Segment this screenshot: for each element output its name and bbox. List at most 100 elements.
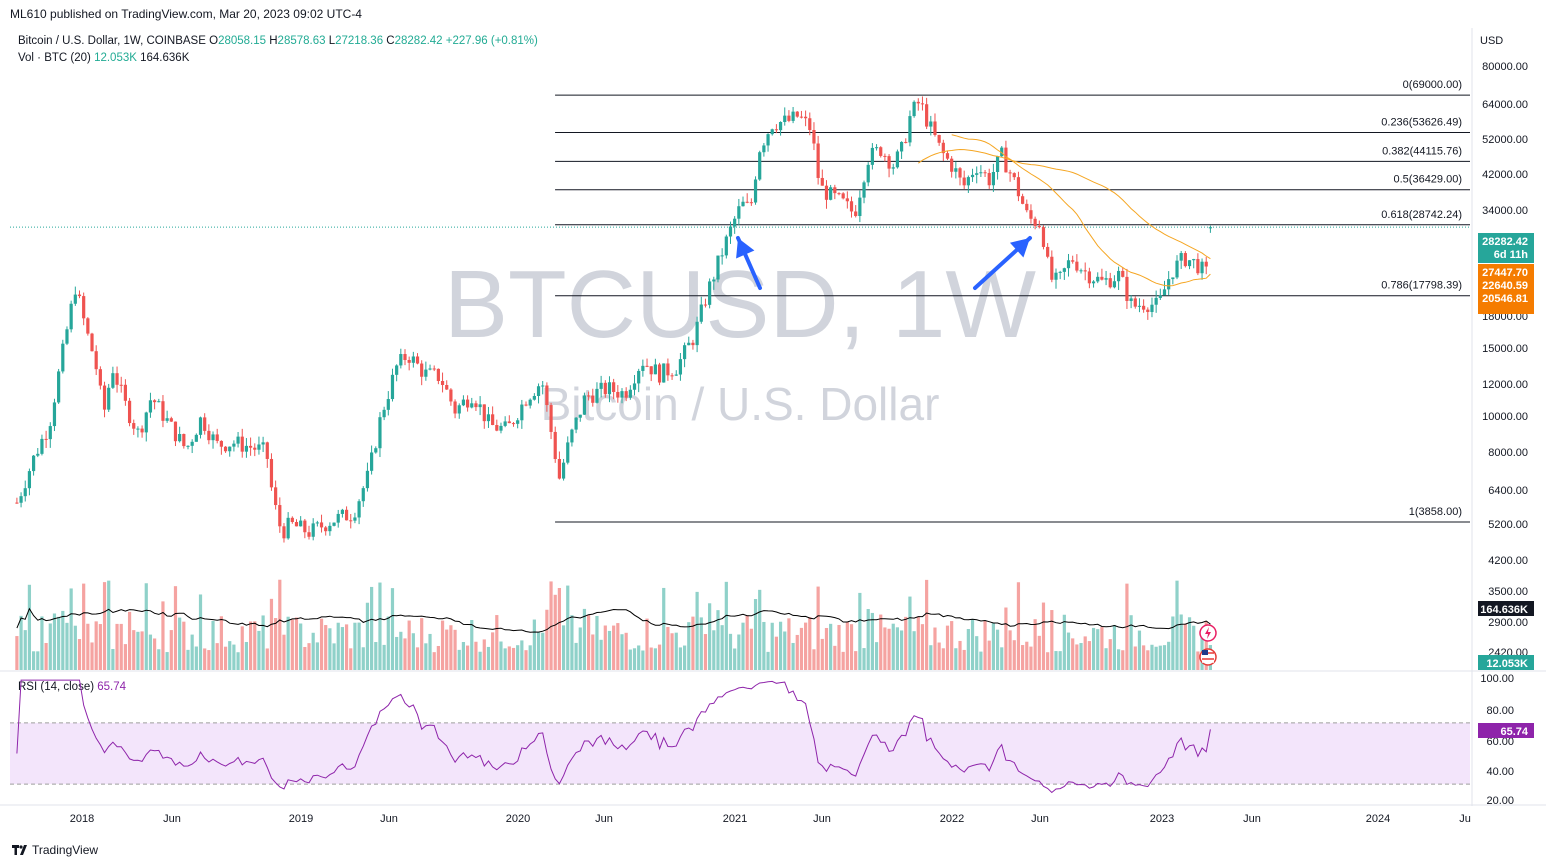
volume-bar [561, 625, 566, 670]
volume-bar [1008, 630, 1012, 670]
candle-body [144, 412, 148, 433]
candle-body [282, 526, 286, 539]
ma-badges [1478, 264, 1534, 314]
candle-body [482, 404, 486, 422]
candle-body [307, 532, 311, 537]
price-axis[interactable]: USD 80000.00 64000.00 52000.00 42000.00 34000… [1480, 35, 1528, 807]
candle-body [257, 444, 261, 450]
volume-bar [340, 627, 344, 670]
volume-bar [616, 623, 620, 670]
volume-bar [1091, 627, 1096, 670]
candle-body [591, 395, 595, 403]
candle-body [553, 431, 557, 459]
legend-symbol[interactable]: Bitcoin / U.S. Dollar, 1W, COINBASE [18, 35, 206, 47]
volume-bar [1083, 636, 1087, 670]
candle-body [478, 404, 482, 408]
volume-bar [728, 633, 733, 670]
volume-bar [1021, 645, 1025, 670]
candles [15, 96, 1212, 543]
candle-body [169, 418, 173, 422]
footer-brand-label: TradingView [32, 843, 99, 857]
volume-badge-text: 12.053K [1486, 658, 1528, 670]
candle-body [370, 452, 374, 471]
candle-body [207, 430, 211, 441]
volume-bar [269, 598, 274, 670]
volume-bar [344, 624, 349, 670]
legend-volume: Vol · BTC (20) 12.053K 164.636K [18, 52, 189, 64]
volume-bar [975, 636, 979, 670]
candle-body [628, 389, 632, 398]
volume-bar [632, 648, 637, 670]
candle-body [966, 177, 970, 186]
candle-body [428, 368, 432, 370]
candle-body [378, 417, 382, 449]
volume-bar [670, 633, 674, 670]
volume-bar [311, 632, 315, 670]
fibonacci-retracement[interactable]: 0(69000.00) 0.236(53626.49) 0.382(44115.76… [10, 79, 1470, 523]
volume-bar [428, 633, 432, 670]
candle-body [954, 168, 958, 172]
candle-body [620, 391, 624, 398]
candle-body [136, 428, 140, 430]
legend-vol-label[interactable]: Vol · BTC (20) [18, 52, 91, 64]
candle-body [1054, 272, 1058, 280]
volume-bar [1104, 648, 1108, 670]
volume-bar [299, 623, 303, 670]
candle-body [662, 363, 666, 383]
price-tick-label: 12000.00 [1482, 379, 1528, 391]
candle-body [1008, 172, 1012, 174]
tradingview-logo-icon [12, 844, 28, 855]
volume-bar [361, 647, 365, 670]
volume-bar [253, 621, 257, 670]
candle-body [1208, 227, 1212, 229]
time-tick-label: 2019 [289, 813, 313, 825]
candle-body [503, 421, 507, 426]
volume-bar [461, 642, 466, 670]
candle-body [524, 404, 528, 406]
candle-body [599, 382, 603, 389]
time-axis[interactable]: 2018 Jun 2019 Jun 2020 Jun 2021 Jun 2022 Jun 2023 J… [70, 813, 1471, 825]
candle-body [925, 104, 929, 127]
candle-body [899, 141, 904, 152]
volume-bar [1137, 630, 1142, 670]
candle-body [645, 365, 649, 367]
volume-badge [1478, 655, 1534, 670]
rsi-tick-label: 40.00 [1486, 766, 1514, 778]
volume-bar [812, 649, 816, 670]
volume-bar [620, 634, 624, 670]
candle-body [495, 425, 499, 431]
chart-icons[interactable] [1199, 624, 1217, 666]
volume-bar [465, 645, 470, 670]
candle-body [1004, 147, 1008, 173]
volume-bar [549, 581, 553, 670]
volume-bar [470, 620, 474, 670]
volume-bar [411, 633, 415, 670]
volume-bar [783, 631, 787, 670]
volume-bar [1162, 645, 1167, 670]
volume-bar [445, 629, 449, 670]
volume-bar [874, 642, 879, 670]
volume-bar [987, 640, 991, 670]
candle-body [837, 193, 841, 195]
volume-bar [578, 627, 582, 670]
volume-bar [599, 639, 603, 670]
annotation-arrows[interactable] [736, 236, 1032, 290]
candle-body [724, 236, 728, 256]
candle-body [232, 443, 236, 447]
volume-bar [265, 648, 269, 670]
volume-bar [173, 586, 178, 670]
candle-body [457, 405, 461, 414]
legend-rsi-label[interactable]: RSI (14, close) [18, 681, 95, 693]
volume-bar [950, 621, 954, 670]
volume-bar [837, 624, 841, 670]
volume-bar [349, 648, 353, 670]
watermark-description: Bitcoin / U.S. Dollar [541, 378, 940, 430]
volume-bar [662, 587, 666, 670]
candle-body [194, 434, 198, 442]
volume-bar [44, 642, 48, 670]
candle-body [833, 187, 837, 194]
volume-bar [240, 626, 244, 670]
volume-bar [1171, 616, 1175, 670]
footer-brand[interactable]: TradingView [12, 843, 98, 857]
